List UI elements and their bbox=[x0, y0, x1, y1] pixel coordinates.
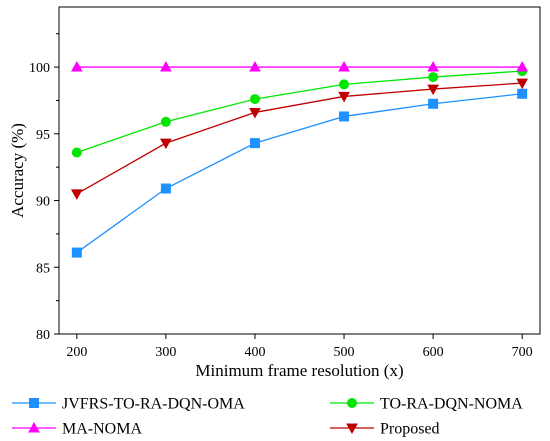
data-point bbox=[70, 189, 83, 200]
legend-label: Proposed bbox=[380, 421, 440, 438]
x-tick-label: 500 bbox=[334, 345, 355, 360]
data-point bbox=[427, 84, 439, 96]
data-point bbox=[249, 61, 261, 72]
y-tick-label: 95 bbox=[36, 128, 50, 143]
legend-label: MA-NOMA bbox=[62, 421, 142, 438]
x-axis: 200 300 400 500 600 700 bbox=[66, 334, 533, 360]
data-point bbox=[338, 91, 350, 103]
data-point bbox=[427, 61, 439, 72]
x-tick-label: 700 bbox=[512, 345, 533, 360]
legend-label: TO-RA-DQN-NOMA bbox=[380, 396, 523, 413]
series-ma-noma bbox=[70, 61, 529, 72]
y-axis-label: Accuracy (%) bbox=[8, 123, 27, 218]
data-point bbox=[339, 79, 350, 90]
series-layer bbox=[70, 61, 529, 258]
data-point bbox=[428, 98, 439, 109]
data-point bbox=[160, 183, 171, 194]
series-proposed bbox=[70, 78, 529, 200]
y-tick-label: 85 bbox=[36, 261, 50, 276]
data-point bbox=[71, 247, 82, 258]
x-tick-label: 600 bbox=[423, 345, 444, 360]
legend-marker bbox=[346, 423, 358, 435]
data-point bbox=[160, 61, 172, 72]
series-to-ra-dqn-noma bbox=[71, 66, 528, 158]
data-point bbox=[338, 61, 350, 72]
x-axis-label: Minimum frame resolution (x) bbox=[195, 361, 403, 380]
data-point bbox=[516, 61, 529, 72]
x-tick-label: 200 bbox=[66, 345, 87, 360]
data-point bbox=[249, 107, 261, 119]
legend-marker bbox=[28, 421, 40, 433]
y-axis: 80 85 90 95 100 bbox=[29, 33, 59, 343]
legend-marker bbox=[29, 398, 39, 408]
legend-item: MA-NOMA bbox=[12, 421, 142, 438]
plot-area bbox=[58, 6, 541, 335]
y-tick-label: 100 bbox=[29, 61, 50, 76]
data-point bbox=[517, 88, 528, 99]
series-line bbox=[76, 82, 523, 195]
x-tick-label: 300 bbox=[155, 345, 176, 360]
legend-label: JVFRS-TO-RA-DQN-OMA bbox=[62, 396, 245, 413]
legend-item: JVFRS-TO-RA-DQN-OMA bbox=[12, 396, 245, 413]
series-jvfrs-to-ra-dqn-oma bbox=[71, 88, 528, 258]
legend: JVFRS-TO-RA-DQN-OMA TO-RA-DQN-NOMA MA-NOMA… bbox=[12, 396, 523, 438]
y-tick-label: 80 bbox=[36, 328, 50, 343]
legend-marker bbox=[347, 398, 357, 408]
y-tick-label: 90 bbox=[36, 195, 50, 210]
data-point bbox=[160, 138, 172, 150]
data-point bbox=[249, 138, 260, 149]
legend-item: Proposed bbox=[330, 421, 440, 438]
data-point bbox=[516, 78, 529, 90]
series-line bbox=[76, 70, 523, 154]
data-point bbox=[70, 61, 83, 72]
data-point bbox=[71, 147, 82, 158]
data-point bbox=[160, 116, 171, 127]
data-point bbox=[339, 111, 350, 122]
data-point bbox=[249, 94, 260, 105]
legend-item: TO-RA-DQN-NOMA bbox=[330, 396, 523, 413]
data-point bbox=[428, 72, 439, 83]
x-tick-label: 400 bbox=[244, 345, 265, 360]
series-line bbox=[76, 93, 523, 254]
